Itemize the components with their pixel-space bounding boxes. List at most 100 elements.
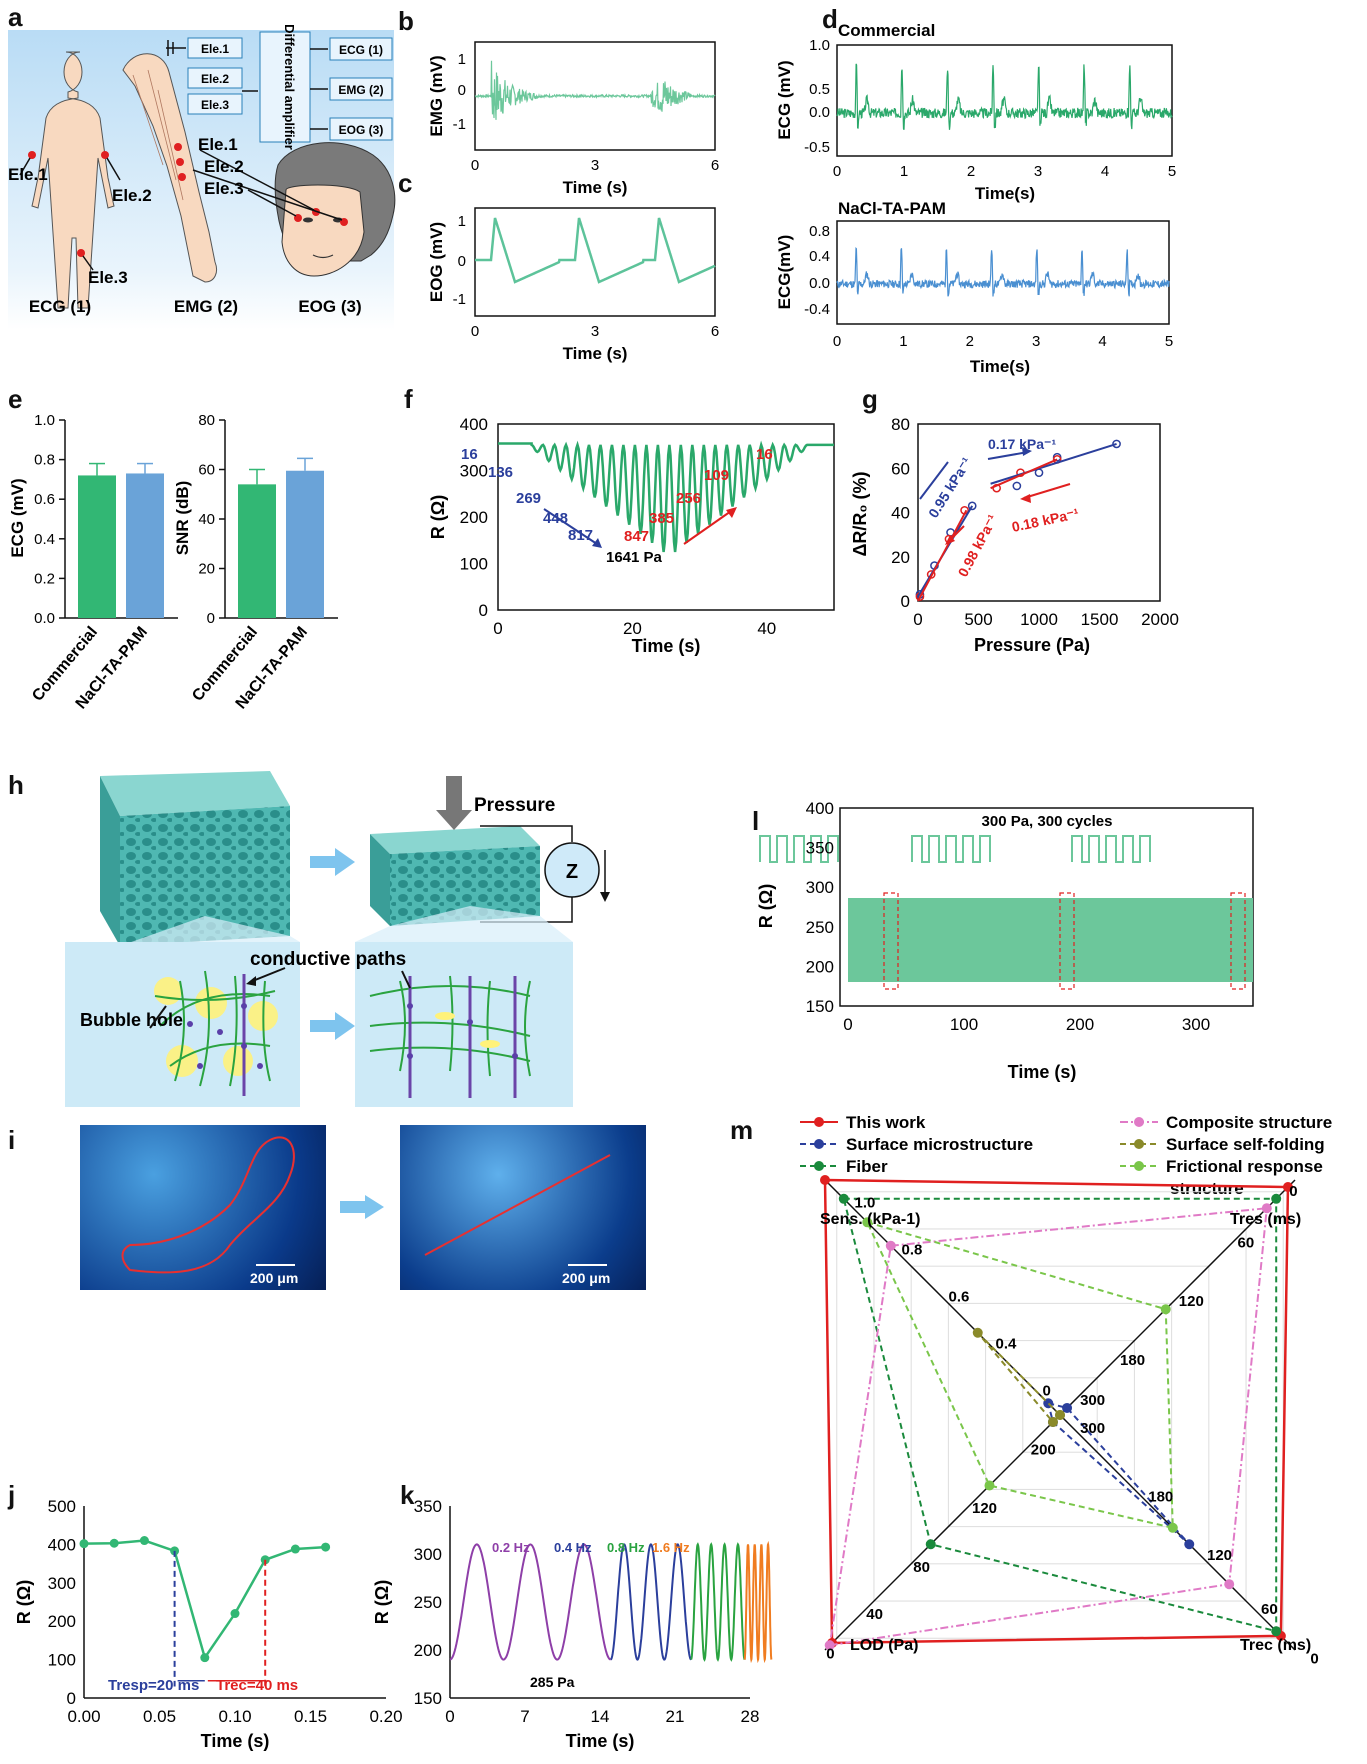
- ecg1-xtick: 1: [900, 163, 908, 180]
- f-xtick: 40: [757, 619, 776, 638]
- panel-letter-d: d: [822, 4, 838, 34]
- ecg1-ytick-0: 0.0: [809, 104, 830, 121]
- g-slope-018: 0.18 kPa⁻¹: [1010, 505, 1080, 535]
- arrow-right-1: [310, 848, 355, 876]
- emg-xtick-6: 6: [711, 157, 719, 174]
- k-ytick: 200: [414, 1641, 442, 1660]
- axis-trec-label: Trec (ms): [1240, 1637, 1311, 1654]
- scale-label-1: 200 μm: [250, 1270, 298, 1286]
- ecg-commercial-signal: [836, 63, 1173, 130]
- radar-tick: 60: [1261, 1601, 1278, 1618]
- k-ytick: 250: [414, 1593, 442, 1612]
- ecg1-xticks: 0 1 2 3 4 5: [833, 163, 1176, 180]
- emg-ytick-m1: -1: [453, 116, 466, 133]
- panel-letter-l: l: [752, 806, 760, 836]
- arm-figure: [122, 53, 218, 283]
- e-ytick: 20: [198, 561, 215, 578]
- g-point-loading: [1012, 481, 1022, 491]
- l-ytick: 200: [806, 957, 834, 976]
- emg-xtick-0: 0: [471, 157, 479, 174]
- e-ytick: 0.2: [34, 570, 55, 587]
- ele2-box-label: Ele.2: [201, 72, 229, 86]
- ecg1-ytick-05: 0.5: [809, 81, 830, 98]
- foam-cube: [100, 771, 290, 946]
- eog-xtick-3: 3: [591, 323, 599, 340]
- out-eog-label: EOG (3): [339, 123, 384, 137]
- radar-frictional-response-structure: [865, 1220, 1174, 1530]
- ecg2-xtick: 4: [1098, 333, 1106, 350]
- radar-tick: 0: [1289, 1183, 1297, 1200]
- f-ytick: 400: [460, 415, 488, 434]
- l-xlabel: Time (s): [1008, 1062, 1077, 1082]
- g-ytick: 60: [891, 459, 910, 478]
- emg-out-box: [329, 77, 393, 101]
- panel-letter-m: m: [730, 1115, 754, 1145]
- impedance-meter: [544, 842, 600, 898]
- f-red-label: 16: [756, 446, 773, 463]
- freq-02: 0.2 Hz: [492, 1540, 530, 1555]
- eog-chart: 1 0 -1 0 3 6 Time (s) EOG (mV): [427, 207, 719, 363]
- arm-ele2-label: Ele.2: [204, 157, 244, 176]
- panel-letter-h: h: [8, 770, 24, 800]
- emg-ytick-1: 1: [458, 51, 466, 68]
- g-ytick: 80: [891, 415, 910, 434]
- cycling-chart: 300 Pa, 300 cycles 400 350 300 250 200 150 0 10…: [756, 799, 1254, 1082]
- arm-ele1-label: Ele.1: [198, 135, 238, 154]
- legend-item: Surface self-folding: [1166, 1135, 1325, 1154]
- eog-out-box: [329, 117, 393, 141]
- l-ytick: 150: [806, 997, 834, 1016]
- f-ytick: 300: [460, 462, 488, 481]
- panel-letter-c: c: [398, 168, 413, 198]
- radar-tick: 300: [1080, 1392, 1105, 1409]
- response-time-chart: 500 400 300 200 100 00.00 0.05 0.10 0.15 0.20 Tim…: [14, 1497, 403, 1751]
- e-ytick: 0.8: [34, 452, 55, 469]
- panel-letter-f: f: [404, 384, 413, 414]
- ecg2-xticks: 0 1 2 3 4 5: [833, 333, 1173, 350]
- radar-tick: 0.4: [996, 1336, 1018, 1353]
- ele3-box-label: Ele.3: [201, 98, 229, 112]
- l-ytick: 250: [806, 918, 834, 937]
- radar-tick: 1.0: [855, 1195, 876, 1212]
- g-slope-017: 0.17 kPa⁻¹: [988, 436, 1056, 452]
- micrograph-compressed: 200 μm: [400, 1125, 646, 1290]
- j-point: [290, 1544, 300, 1554]
- impedance-label: Z: [566, 861, 578, 883]
- ecg2-xtick: 2: [966, 333, 974, 350]
- f-red-label: 109: [704, 467, 729, 484]
- amplifier-label: Differential amplifier: [282, 24, 297, 150]
- radar-tick: 180: [1120, 1352, 1145, 1369]
- j-ytick: 100: [48, 1651, 76, 1670]
- radar-tick: 0.8: [902, 1242, 923, 1259]
- radar-tick: 120: [1179, 1293, 1204, 1310]
- highlight-3: [1230, 892, 1246, 990]
- uncompressed-network: [154, 970, 278, 1096]
- j-point: [170, 1546, 180, 1556]
- compressed-network: [369, 975, 531, 1098]
- bar-NaCl-TA-PAM: [126, 473, 164, 618]
- ecg1-xtick: 0: [833, 163, 841, 180]
- body-ele1-label: Ele.1: [8, 165, 48, 184]
- f-red-label: 847: [624, 528, 649, 545]
- emg-signal: [474, 60, 716, 120]
- j-point: [230, 1609, 240, 1619]
- radar-tick: 60: [1238, 1234, 1255, 1251]
- cycling-title: 300 Pa, 300 cycles: [982, 813, 1113, 830]
- trec-label: Trec=40 ms: [216, 1677, 298, 1694]
- radar-tick: 200: [1031, 1441, 1056, 1458]
- ecg-commercial-title: Commercial: [838, 21, 935, 40]
- e-ytick: 0: [207, 610, 215, 627]
- body-ele2-label: Ele.2: [112, 186, 152, 205]
- radar-tick: 120: [972, 1500, 997, 1517]
- j-xtick: 0.10: [218, 1707, 251, 1726]
- k-ytick: 350: [414, 1497, 442, 1516]
- g-ytick: 20: [891, 548, 910, 567]
- g-point-loading: [1112, 439, 1121, 449]
- ecg-nacl-signal: [836, 246, 1170, 297]
- tresp-label: Tresp=20 ms: [108, 1677, 199, 1694]
- bubble-hole-label: Bubble hole: [80, 1010, 183, 1030]
- ecg2-xtick: 1: [899, 333, 907, 350]
- eog-ytick-0: 0: [458, 253, 466, 270]
- f-red-label: 256: [676, 490, 701, 507]
- radar-tick: 0: [1310, 1650, 1318, 1667]
- panel-letter-g: g: [862, 384, 878, 414]
